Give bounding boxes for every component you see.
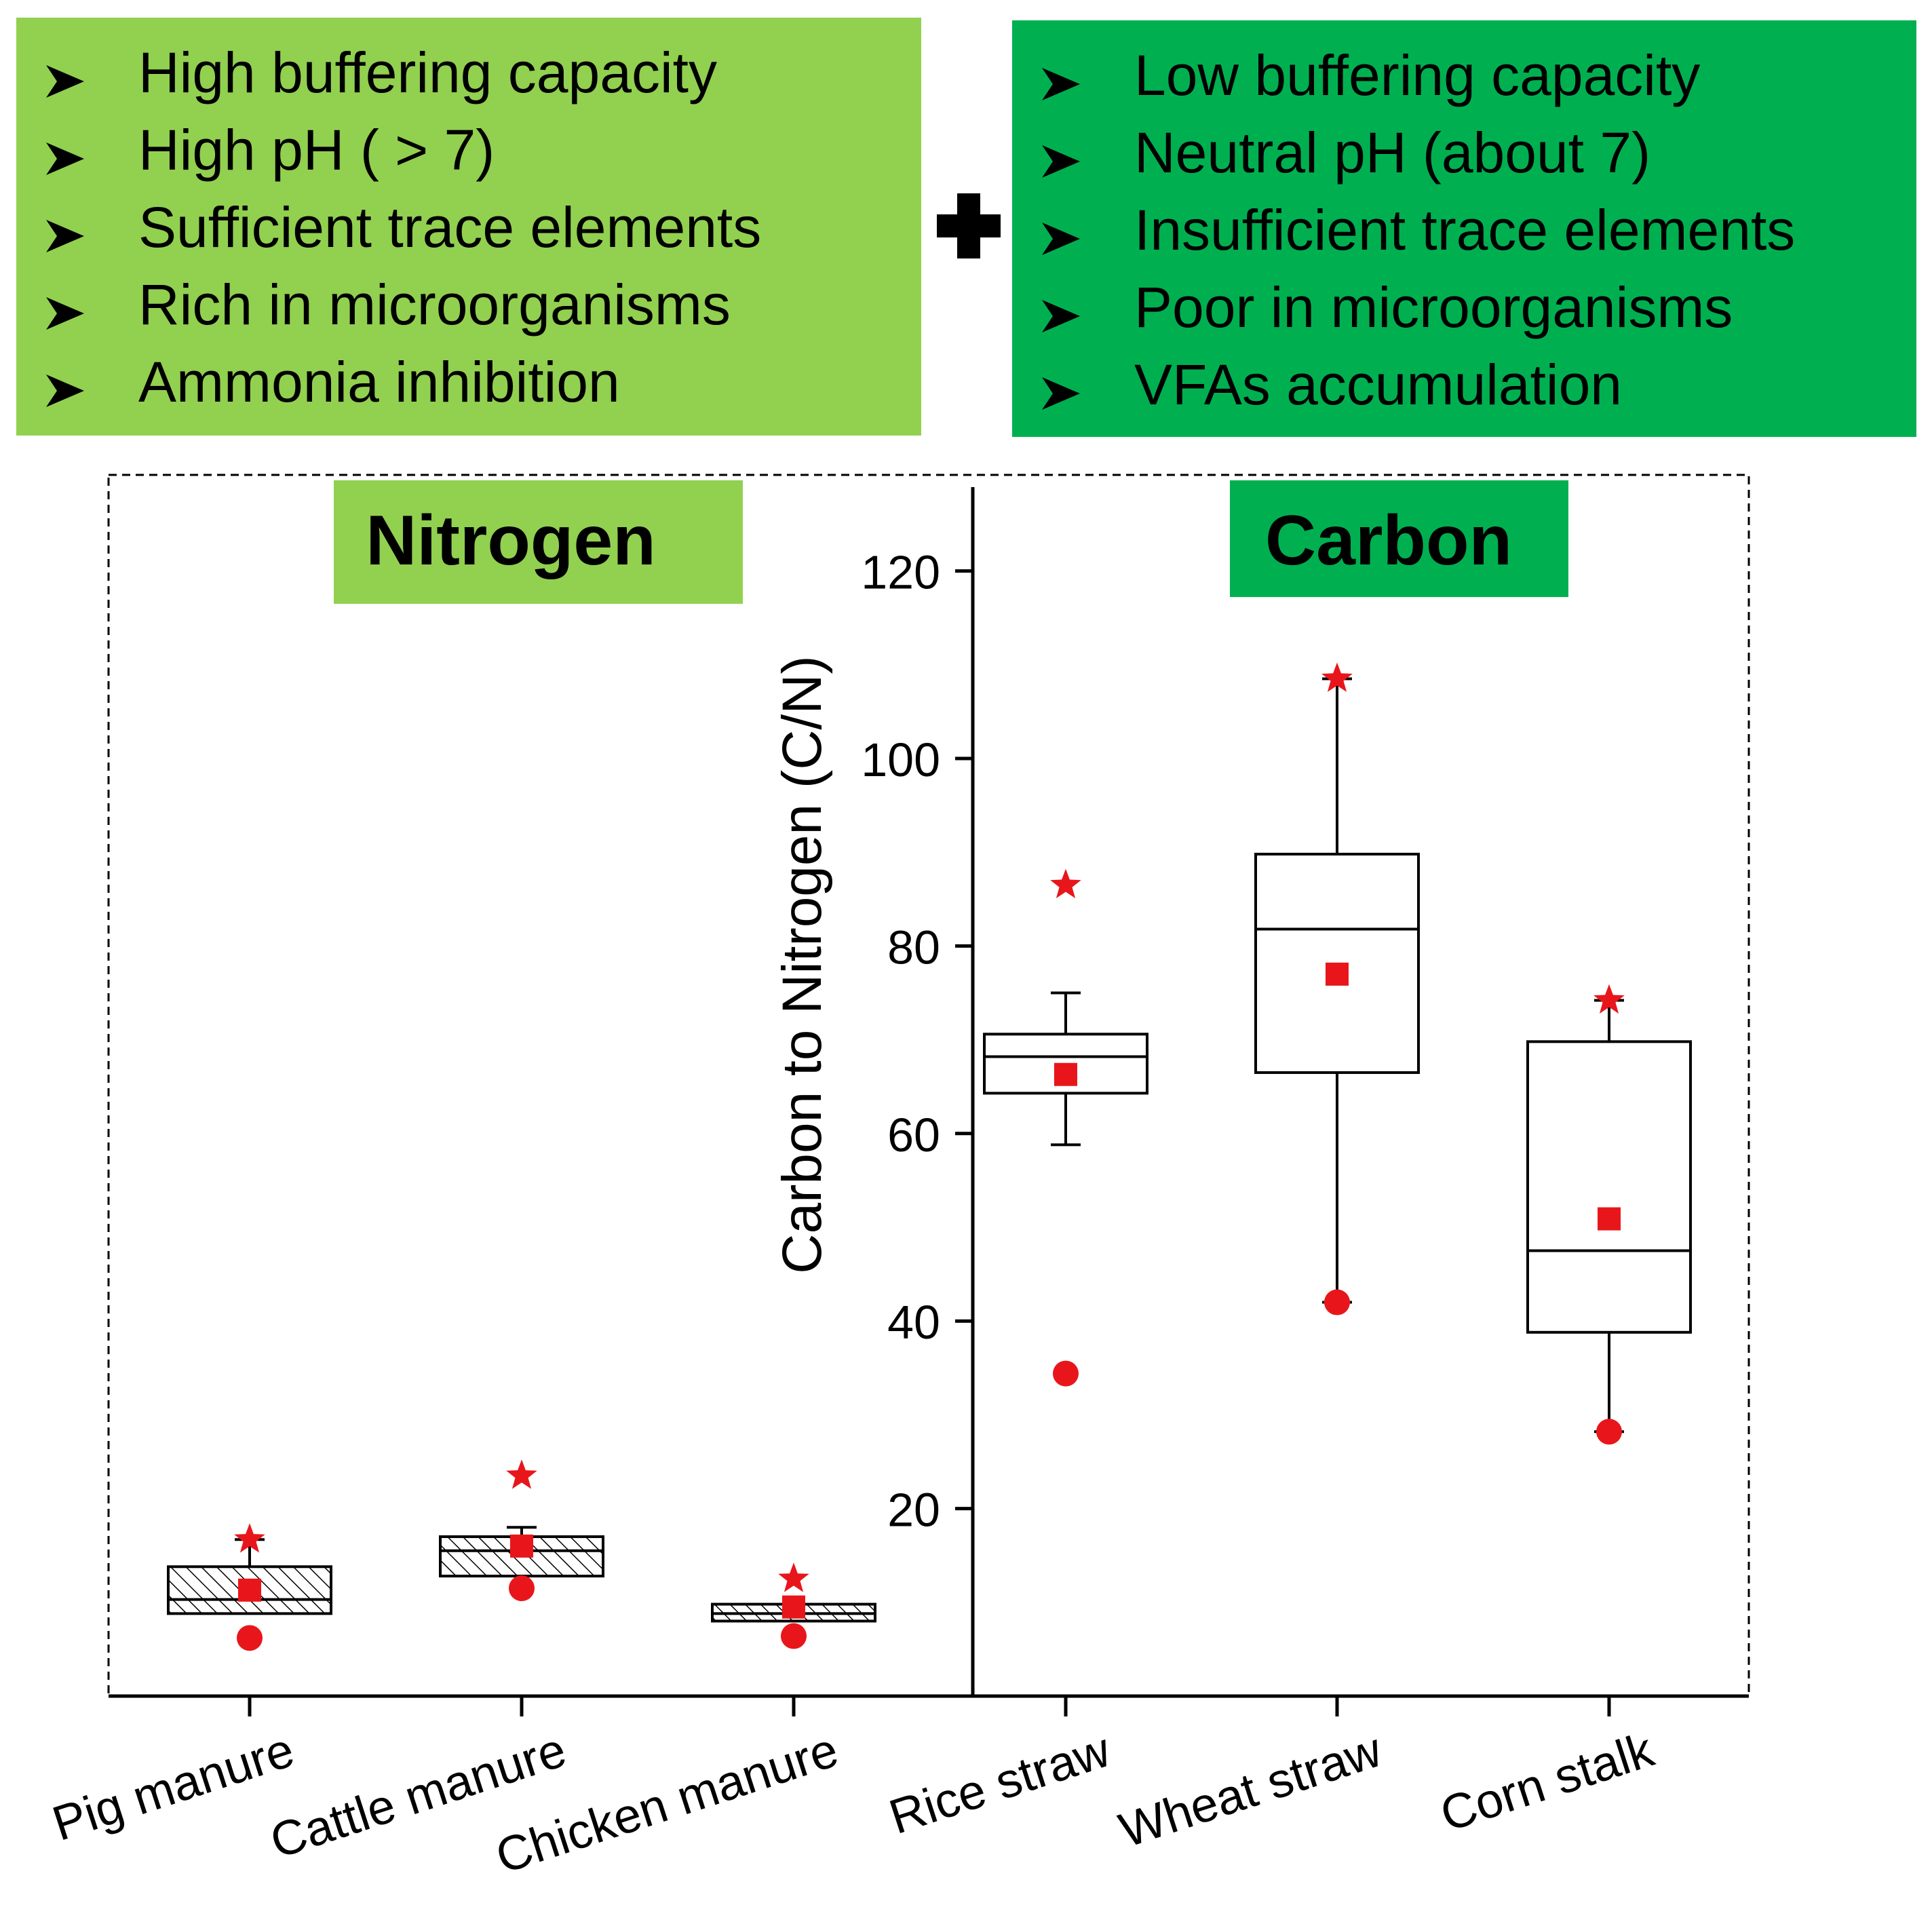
arrowhead-bullet-icon	[1042, 377, 1080, 410]
nitrogen-label-text: Nitrogen	[366, 501, 656, 580]
nitrogen-bullet-text: Rich in microorganisms	[138, 273, 731, 337]
mean-marker	[510, 1534, 533, 1558]
max-marker	[506, 1459, 537, 1489]
nitrogen-bullet-item: High buffering capacity	[46, 41, 717, 104]
x-tick-label: Rice straw	[883, 1723, 1117, 1845]
nitrogen-bullet-item: Rich in microorganisms	[46, 273, 731, 337]
arrowhead-bullet-icon	[46, 65, 84, 98]
nitrogen-bullet-item: High pH ( > 7)	[46, 118, 495, 182]
box-plot-series	[167, 662, 1692, 1651]
nitrogen-panel-background	[16, 18, 921, 436]
nitrogen-bullet-text: Sufficient trace elements	[138, 195, 761, 259]
mean-marker	[1054, 1062, 1077, 1086]
carbon-bullet-item: VFAs accumulation	[1042, 353, 1622, 417]
box-pig-manure	[167, 1523, 332, 1651]
box-chicken-manure	[711, 1562, 876, 1649]
min-marker	[237, 1625, 263, 1651]
arrowhead-bullet-icon	[1042, 68, 1080, 100]
arrowhead-bullet-icon	[46, 297, 84, 330]
max-marker	[234, 1523, 265, 1553]
nitrogen-group-label: Nitrogen	[334, 480, 743, 604]
carbon-bullet-text: Insufficient trace elements	[1134, 198, 1795, 262]
box-wheat-straw	[1254, 662, 1420, 1315]
y-tick-label: 100	[861, 733, 940, 786]
box-iqr	[983, 1033, 1148, 1095]
nitrogen-bullet-text: High buffering capacity	[138, 41, 717, 104]
mean-marker	[1598, 1207, 1621, 1231]
nitrogen-bullet-item: Ammonia inhibition	[46, 350, 620, 414]
mean-marker	[782, 1595, 805, 1619]
box-cattle-manure	[439, 1459, 604, 1602]
box-iqr	[1526, 1040, 1692, 1334]
carbon-bullet-text: Low buffering capacity	[1134, 43, 1700, 107]
carbon-bullet-item: Poor in microorganisms	[1042, 275, 1733, 339]
x-tick-label: Wheat straw	[1113, 1723, 1389, 1858]
plus-icon	[937, 193, 1001, 258]
y-tick-label: 120	[861, 546, 940, 599]
max-marker	[1321, 662, 1353, 692]
carbon-group-label: Carbon	[1230, 480, 1568, 597]
carbon-bullet-text: Poor in microorganisms	[1134, 275, 1733, 339]
y-tick-label: 40	[887, 1296, 940, 1349]
nitrogen-label-background	[334, 480, 743, 604]
box-corn-stalk	[1526, 984, 1692, 1445]
mean-marker	[1326, 962, 1349, 986]
arrowhead-bullet-icon	[1042, 145, 1080, 178]
y-axis-title: Carbon to Nitrogen (C/N)	[771, 655, 833, 1273]
min-marker	[781, 1623, 807, 1649]
arrowhead-bullet-icon	[46, 142, 84, 175]
arrowhead-bullet-icon	[46, 220, 84, 252]
carbon-panel-background	[1012, 20, 1916, 437]
carbon-info-panel: Low buffering capacity Neutral pH (about …	[1012, 20, 1916, 437]
min-marker	[509, 1575, 535, 1602]
x-tick-label: Pig manure	[46, 1723, 301, 1851]
max-marker	[1050, 868, 1081, 898]
y-tick-label: 80	[887, 921, 940, 974]
y-ticks: 20 40 60 80 100 120	[861, 546, 973, 1537]
arrowhead-bullet-icon	[46, 374, 84, 407]
mean-marker	[238, 1578, 261, 1602]
box-iqr	[1254, 852, 1420, 1074]
carbon-label-background	[1230, 480, 1568, 597]
min-marker	[1596, 1419, 1622, 1445]
carbon-label-text: Carbon	[1265, 501, 1512, 580]
y-tick-label: 20	[887, 1484, 940, 1537]
max-marker	[1593, 984, 1625, 1014]
nitrogen-bullet-text: High pH ( > 7)	[138, 118, 495, 182]
arrowhead-bullet-icon	[1042, 223, 1080, 255]
nitrogen-bullet-text: Ammonia inhibition	[138, 350, 620, 414]
arrowhead-bullet-icon	[1042, 300, 1080, 332]
box-rice-straw	[983, 868, 1148, 1387]
nitrogen-bullet-list: High buffering capacity High pH ( > 7) Suf…	[46, 41, 761, 414]
nitrogen-bullet-item: Sufficient trace elements	[46, 195, 761, 259]
min-marker	[1324, 1289, 1350, 1315]
min-marker	[1053, 1360, 1079, 1387]
carbon-bullet-text: VFAs accumulation	[1134, 353, 1622, 417]
max-marker	[778, 1562, 809, 1592]
y-tick-label: 60	[887, 1109, 940, 1161]
carbon-bullet-list: Low buffering capacity Neutral pH (about …	[1042, 43, 1795, 417]
nitrogen-info-panel: High buffering capacity High pH ( > 7) Suf…	[16, 18, 921, 436]
carbon-bullet-item: Neutral pH (about 7)	[1042, 121, 1650, 185]
carbon-bullet-item: Low buffering capacity	[1042, 43, 1700, 107]
x-tick-label: Corn stalk	[1434, 1723, 1661, 1843]
carbon-bullet-text: Neutral pH (about 7)	[1134, 121, 1650, 185]
carbon-bullet-item: Insufficient trace elements	[1042, 198, 1795, 262]
